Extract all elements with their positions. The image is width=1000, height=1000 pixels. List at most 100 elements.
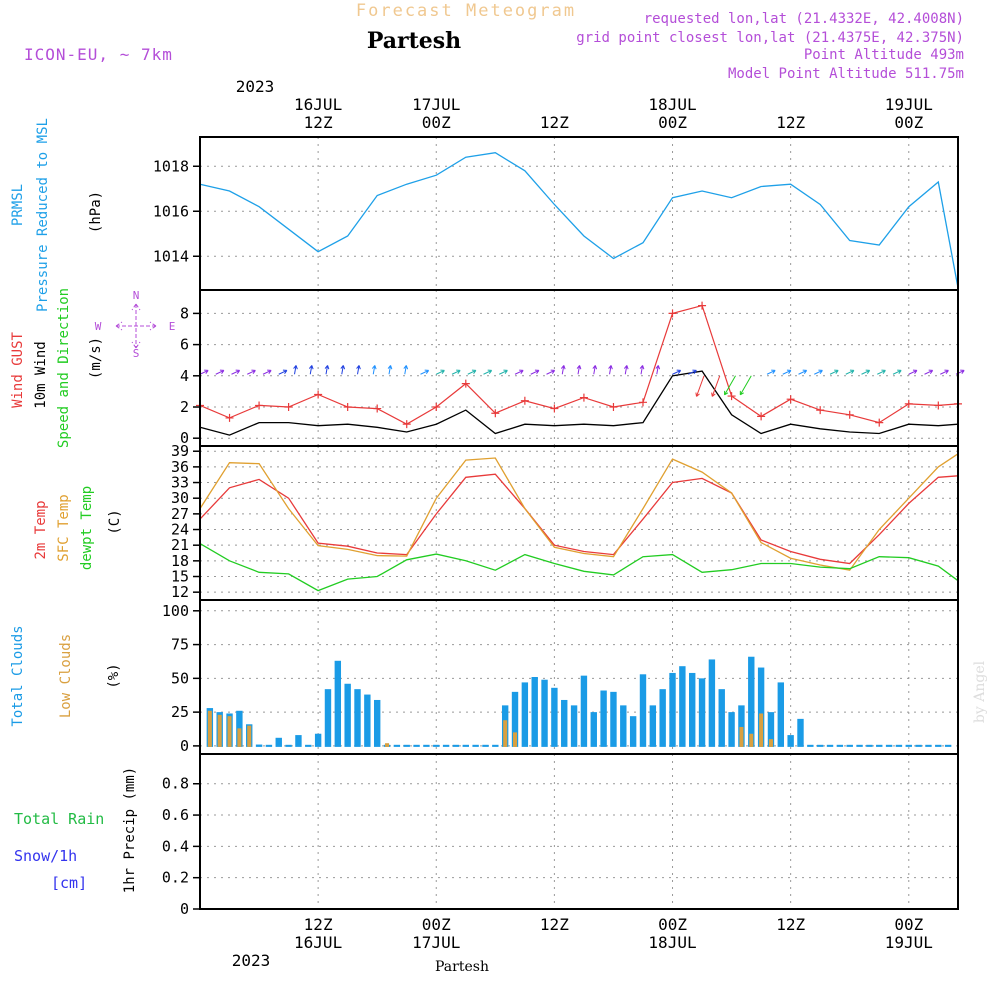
model-name: ICON-EU, ~ 7km <box>24 45 173 64</box>
total-clouds-bar <box>344 683 351 747</box>
plot-marks <box>196 152 965 747</box>
gust-marker <box>668 309 677 318</box>
compass-w: W <box>95 320 102 333</box>
low-clouds-bar <box>247 725 252 747</box>
gust-marker <box>284 403 293 411</box>
gust-marker <box>579 393 588 402</box>
temp-label-2m: 2m Temp <box>33 500 49 559</box>
total-clouds-bar <box>905 744 912 747</box>
total-clouds-bar <box>895 744 903 747</box>
wind-direction-arrow <box>387 365 393 375</box>
low-clouds-bar <box>739 726 744 747</box>
top-hour-label: 12Z <box>304 113 333 132</box>
gust-marker <box>314 390 323 399</box>
gust-marker <box>727 392 736 401</box>
gust-line <box>199 304 959 425</box>
wind-direction-arrow <box>829 369 839 375</box>
bottom-hour-label: 00Z <box>422 915 451 934</box>
wind-direction-arrow <box>655 365 661 375</box>
pressure-label-prmsl: PRMSL <box>10 184 26 226</box>
top-hour-label: 00Z <box>894 113 923 132</box>
total-clouds-bar <box>620 705 627 747</box>
total-clouds-bar <box>935 744 942 747</box>
total-clouds-bar <box>659 689 666 747</box>
low-clouds-bar <box>385 743 390 747</box>
total-clouds-bar <box>925 744 932 747</box>
y-tick-label: 0.8 <box>162 775 189 793</box>
wind-direction-arrow <box>215 369 225 375</box>
panel-frame <box>199 136 959 291</box>
temp-label-dewpt: dewpt Temp <box>79 486 95 570</box>
gust-marker <box>343 403 352 411</box>
y-tick-label: 1016 <box>153 202 189 220</box>
total-clouds-bar <box>639 674 647 747</box>
total-clouds-bar <box>856 744 863 747</box>
bottom-hour-label: 00Z <box>894 915 923 934</box>
total-clouds-bar <box>826 744 834 747</box>
panel-frame <box>199 753 959 910</box>
total-clouds-bar <box>324 689 332 747</box>
wind-direction-arrow <box>356 365 361 375</box>
bottom-date-label: 17JUL <box>412 933 460 952</box>
total-clouds-bar <box>777 682 785 747</box>
top-year: 2023 <box>236 77 275 96</box>
bottom-year: 2023 <box>232 951 271 970</box>
y-tick-label: 25 <box>171 703 189 721</box>
top-hour-label: 12Z <box>776 113 805 132</box>
watermark: by Angel <box>972 660 988 723</box>
total-clouds-bar <box>295 735 302 747</box>
gust-marker <box>550 404 559 413</box>
y-tick-label: 75 <box>171 636 189 654</box>
total-clouds-bar <box>748 656 755 747</box>
wind-direction-arrow <box>576 365 582 375</box>
clouds-label-total: Total Clouds <box>10 625 26 726</box>
wind-label-speed: Speed and Direction <box>56 288 72 448</box>
y-tick-label: 30 <box>171 489 189 507</box>
precip-unit: 1hr Precip (mm) <box>122 767 138 893</box>
clouds-label-low: Low Clouds <box>58 634 74 718</box>
snow-unit-label: [cm] <box>51 874 87 892</box>
bottom-date-label: 16JUL <box>294 933 342 952</box>
wind-direction-arrow <box>782 369 792 375</box>
top-date-labels: 16JUL 17JUL 18JUL 19JUL <box>294 95 933 114</box>
wind-direction-arrow <box>724 375 736 396</box>
y-tick-label: 18 <box>171 552 189 570</box>
gust-marker <box>786 395 795 404</box>
low-clouds-bar <box>227 716 232 747</box>
wind-direction-arrow <box>845 369 855 375</box>
total-clouds-bar <box>846 744 853 747</box>
pressure-unit: (hPa) <box>88 191 104 233</box>
y-tick-label: 100 <box>162 602 189 620</box>
y-tick-label: 33 <box>171 474 189 492</box>
wind-direction-arrow <box>861 369 871 375</box>
total-clouds-bar <box>314 733 322 747</box>
total-clouds-bar <box>649 705 657 747</box>
wind-label-10m: 10m Wind <box>33 341 49 408</box>
total-clouds-bar <box>541 679 548 747</box>
wind-direction-arrow <box>546 369 556 375</box>
low-clouds-bar <box>513 732 518 747</box>
total-clouds-bar <box>836 744 844 747</box>
temp-label-sfc: SFC Temp <box>56 494 72 561</box>
total-clouds-bar <box>629 716 637 747</box>
gust-marker <box>491 409 500 418</box>
wind-unit: (m/s) <box>88 337 104 379</box>
wind-direction-arrow <box>483 369 493 375</box>
total-clouds-bar <box>354 689 361 747</box>
total-clouds-bar <box>364 694 371 747</box>
wind-direction-arrow <box>672 369 682 375</box>
gridlines <box>193 137 958 910</box>
y-tick-label: 21 <box>171 536 189 554</box>
wind-direction-arrow <box>608 365 613 375</box>
low-clouds-bar <box>207 710 212 747</box>
y-tick-labels: 1014101610180246812151821242730333639025… <box>153 157 189 918</box>
point-altitude: Point Altitude 493m <box>804 47 964 63</box>
y-tick-label: 0 <box>180 429 189 447</box>
total-clouds-bar <box>570 705 578 747</box>
total-clouds-bar <box>452 744 460 747</box>
gust-marker <box>520 396 529 405</box>
model-altitude: Model Point Altitude 511.75m <box>728 66 964 82</box>
y-tick-label: 0 <box>180 900 189 918</box>
total-clouds-bar <box>600 690 607 747</box>
